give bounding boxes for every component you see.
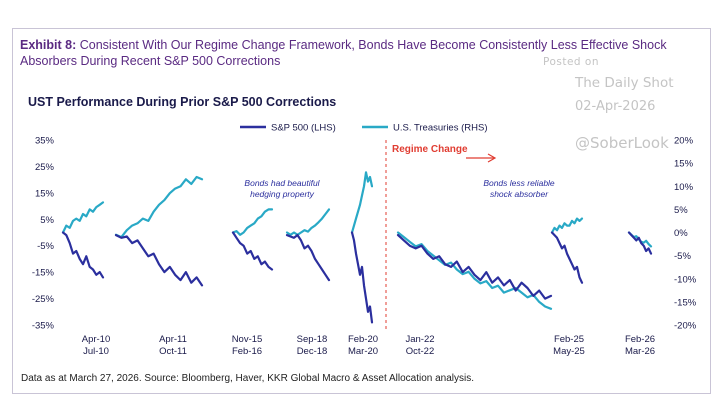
- x-axis-tick-label: Jul-10: [83, 346, 109, 357]
- ust-series-line: [61, 201, 105, 234]
- sp500-series-line: [627, 231, 653, 255]
- left-axis-tick: 25%: [35, 162, 55, 173]
- exhibit-frame: [12, 28, 711, 394]
- x-axis-tick-label: Feb-16: [232, 346, 262, 357]
- x-axis-tick-label: Oct-22: [406, 346, 435, 357]
- x-axis-tick-label: Jan-22: [405, 334, 434, 345]
- watermark-posted: Posted on: [543, 56, 600, 68]
- x-axis-tick-label: Feb-20: [348, 334, 378, 345]
- x-axis-tick-label: Oct-11: [159, 346, 187, 357]
- x-axis-tick-label: Mar-26: [625, 346, 655, 357]
- x-axis-tick-label: May-25: [553, 346, 585, 357]
- source-note: Data as at March 27, 2026. Source: Bloom…: [21, 373, 475, 384]
- regime-change-label: Regime Change: [392, 144, 468, 155]
- left-axis-tick: 15%: [35, 188, 55, 199]
- left-axis-tick: 35%: [35, 136, 55, 147]
- x-axis-tick-label: Apr-11: [159, 334, 187, 345]
- right-axis-tick: -20%: [674, 321, 697, 332]
- x-axis-tick-label: Nov-15: [232, 334, 263, 345]
- exhibit-label: Exhibit 8:: [20, 38, 77, 52]
- left-axis-tick: 5%: [40, 215, 54, 226]
- annotation-line: Bonds less reliable: [483, 178, 555, 188]
- right-axis-tick: 20%: [674, 136, 694, 147]
- annotation-line: Bonds had beautiful: [244, 178, 320, 188]
- sp500-series-line: [396, 234, 553, 300]
- sp500-series-line: [114, 234, 204, 287]
- x-axis-tick-label: Dec-18: [297, 346, 328, 357]
- x-axis-tick-label: Apr-10: [82, 334, 111, 345]
- watermark-title: The Daily Shot: [575, 75, 674, 91]
- ust-series-line: [285, 208, 331, 236]
- left-axis-tick: -5%: [37, 241, 54, 252]
- ust-series-line: [550, 217, 584, 234]
- watermark-handle: @SoberLook: [575, 134, 669, 152]
- right-axis-tick: -5%: [674, 251, 691, 262]
- right-axis-tick: 10%: [674, 182, 694, 193]
- chart-title: UST Performance During Prior S&P 500 Cor…: [28, 95, 337, 109]
- sp500-series-line: [550, 231, 584, 284]
- exhibit-title: Exhibit 8: Consistent With Our Regime Ch…: [20, 37, 710, 69]
- right-axis-tick: 15%: [674, 159, 694, 170]
- legend-sp500-label: S&P 500 (LHS): [271, 123, 336, 134]
- ust-series-line: [350, 171, 374, 234]
- x-axis-tick-label: Feb-26: [625, 334, 655, 345]
- left-axis-tick: -25%: [32, 294, 55, 305]
- x-axis-tick-label: Mar-20: [348, 346, 378, 357]
- annotation-line: hedging property: [250, 189, 315, 199]
- right-axis-tick: 0%: [674, 228, 688, 239]
- x-axis-tick-label: Sep-18: [297, 334, 328, 345]
- ust-series-line: [114, 175, 204, 239]
- ust-series-line: [231, 208, 274, 236]
- left-axis-tick: -35%: [32, 321, 55, 332]
- right-axis-tick: 5%: [674, 205, 688, 216]
- annotation-line: shock absorber: [490, 189, 549, 199]
- exhibit-text: Consistent With Our Regime Change Framew…: [20, 38, 667, 68]
- right-axis-tick: -15%: [674, 297, 697, 308]
- sp500-series-line: [350, 231, 374, 324]
- x-axis-tick-label: Feb-25: [554, 334, 584, 345]
- watermark-date: 02-Apr-2026: [575, 99, 656, 114]
- legend-ust-label: U.S. Treasuries (RHS): [393, 123, 488, 134]
- regime-arrow-head: [487, 153, 497, 163]
- sp500-series-line: [61, 231, 105, 279]
- sp500-series-line: [231, 231, 274, 271]
- sp500-series-line: [285, 234, 331, 282]
- right-axis-tick: -10%: [674, 274, 697, 285]
- left-axis-tick: -15%: [32, 268, 55, 279]
- ust-series-line: [396, 231, 553, 310]
